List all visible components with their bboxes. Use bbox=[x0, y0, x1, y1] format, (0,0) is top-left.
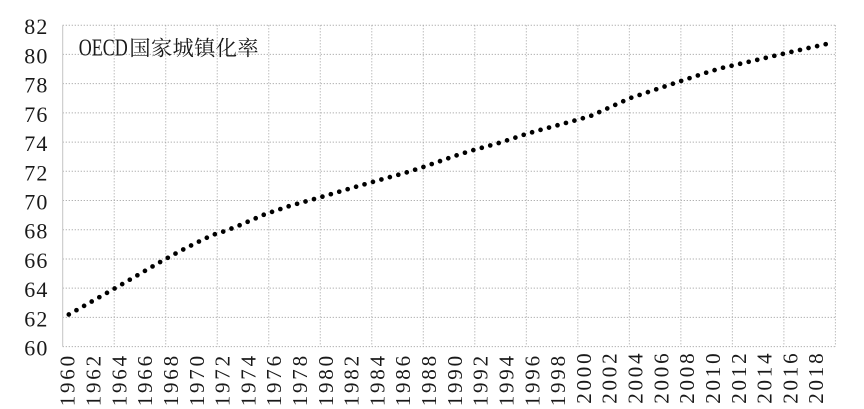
svg-text:2000: 2000 bbox=[572, 351, 596, 404]
svg-text:64: 64 bbox=[24, 277, 48, 302]
svg-text:80: 80 bbox=[24, 43, 48, 68]
svg-text:1972: 1972 bbox=[211, 353, 235, 406]
svg-text:1968: 1968 bbox=[159, 353, 183, 406]
svg-text:2016: 2016 bbox=[778, 351, 802, 404]
svg-text:1962: 1962 bbox=[82, 353, 106, 406]
svg-text:1960: 1960 bbox=[56, 353, 80, 406]
svg-text:1976: 1976 bbox=[262, 353, 286, 406]
svg-text:1998: 1998 bbox=[546, 353, 570, 406]
svg-text:1966: 1966 bbox=[133, 353, 157, 406]
svg-text:1980: 1980 bbox=[314, 353, 338, 406]
svg-text:1984: 1984 bbox=[365, 353, 389, 406]
svg-text:2014: 2014 bbox=[753, 351, 777, 404]
svg-text:OECD: OECD bbox=[79, 34, 128, 61]
svg-text:2010: 2010 bbox=[701, 351, 725, 404]
svg-text:1978: 1978 bbox=[288, 353, 312, 406]
svg-text:1974: 1974 bbox=[236, 353, 260, 406]
svg-text:72: 72 bbox=[24, 160, 48, 185]
svg-text:2002: 2002 bbox=[598, 351, 622, 404]
svg-text:1996: 1996 bbox=[520, 353, 544, 406]
svg-text:62: 62 bbox=[24, 306, 48, 331]
svg-text:2004: 2004 bbox=[624, 351, 648, 404]
svg-text:66: 66 bbox=[24, 248, 48, 273]
svg-text:2018: 2018 bbox=[804, 351, 828, 404]
svg-text:1992: 1992 bbox=[469, 353, 493, 406]
svg-text:2012: 2012 bbox=[727, 351, 751, 404]
svg-text:1988: 1988 bbox=[417, 353, 441, 406]
svg-text:76: 76 bbox=[24, 102, 48, 127]
svg-text:70: 70 bbox=[24, 190, 48, 215]
svg-text:2008: 2008 bbox=[675, 351, 699, 404]
svg-text:1982: 1982 bbox=[340, 353, 364, 406]
svg-text:1990: 1990 bbox=[443, 353, 467, 406]
svg-text:1964: 1964 bbox=[107, 353, 131, 406]
svg-text:74: 74 bbox=[24, 131, 48, 156]
svg-text:1994: 1994 bbox=[494, 353, 518, 406]
svg-text:78: 78 bbox=[24, 73, 48, 98]
svg-text:2006: 2006 bbox=[649, 351, 673, 404]
svg-text:68: 68 bbox=[24, 219, 48, 244]
svg-text:1970: 1970 bbox=[185, 353, 209, 406]
svg-text:82: 82 bbox=[24, 14, 48, 39]
svg-text:60: 60 bbox=[24, 336, 48, 361]
svg-text:1986: 1986 bbox=[391, 353, 415, 406]
